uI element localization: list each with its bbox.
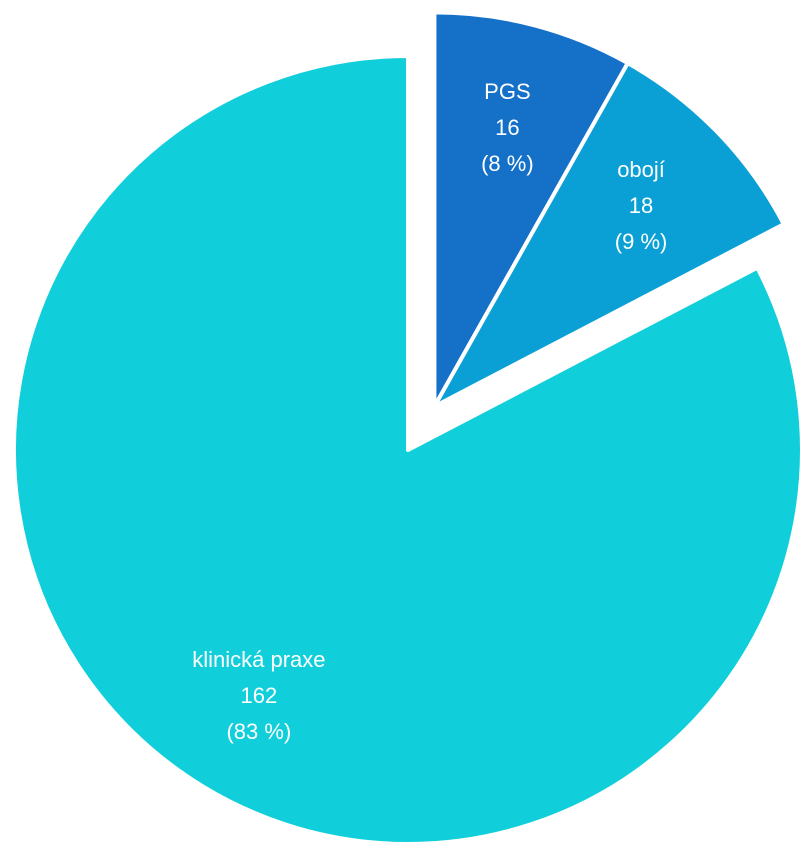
slice-value: 18	[628, 193, 654, 219]
slice-percent: (9 %)	[614, 229, 668, 255]
pie-slice	[432, 10, 630, 409]
slice-percent: (8 %)	[481, 151, 534, 177]
slice-category: klinická praxe	[192, 646, 326, 672]
slice-category: PGS	[484, 79, 531, 105]
slice-value: 162	[240, 682, 278, 708]
slice-percent: (83 %)	[226, 718, 292, 744]
data-label: obojí 18 (9 %)	[571, 152, 711, 260]
pie-slice	[432, 61, 786, 409]
data-label: klinická praxe 162 (83 %)	[189, 642, 329, 750]
data-label: PGS 16 (8 %)	[437, 74, 577, 182]
slice-value: 16	[495, 115, 520, 141]
pie-slice	[12, 54, 804, 846]
slice-category: obojí	[617, 157, 665, 183]
